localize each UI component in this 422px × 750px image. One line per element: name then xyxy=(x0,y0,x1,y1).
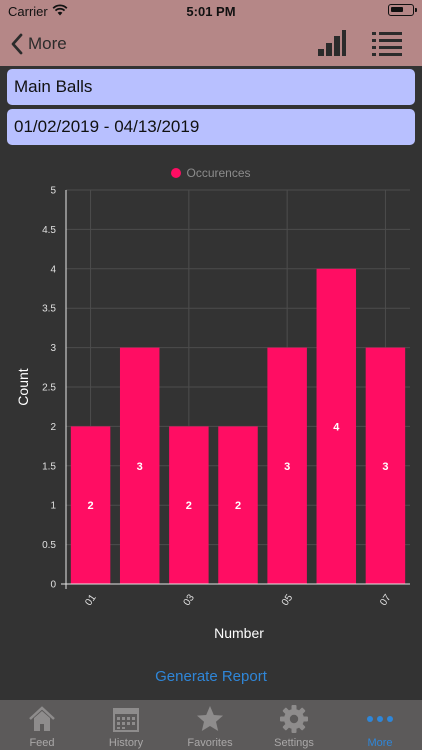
gear-icon xyxy=(280,705,308,733)
y-tick-label: 5 xyxy=(50,186,56,197)
tab-history-label: History xyxy=(108,737,144,749)
x-tick-label: 05 xyxy=(280,592,296,608)
tab-settings-label: Settings xyxy=(274,737,314,749)
bar-04 xyxy=(218,426,258,584)
home-icon xyxy=(29,706,55,731)
tab-more[interactable]: More xyxy=(338,700,422,750)
y-tick-label: 4 xyxy=(50,264,56,275)
y-tick-label: 0 xyxy=(50,580,56,591)
y-tick-label: 1.5 xyxy=(42,461,56,472)
tab-feed[interactable]: Feed xyxy=(0,700,84,750)
y-tick-label: 3 xyxy=(50,343,56,354)
bar-03 xyxy=(169,426,209,584)
list-icon[interactable] xyxy=(372,30,402,56)
wifi-icon xyxy=(52,4,68,16)
clock: 5:01 PM xyxy=(186,4,236,19)
bar-value-label: 2 xyxy=(88,500,94,512)
x-tick-label: 01 xyxy=(83,592,99,608)
navigation-bar: More xyxy=(0,22,422,66)
y-tick-label: 4.5 xyxy=(42,225,56,236)
back-button[interactable]: More xyxy=(10,30,67,58)
more-dots-icon xyxy=(367,716,393,722)
bar-value-label: 3 xyxy=(382,461,388,473)
bar-02 xyxy=(119,347,160,584)
legend-swatch xyxy=(171,168,182,178)
y-tick-label: 3.5 xyxy=(42,304,56,315)
battery-icon xyxy=(388,4,417,16)
bar-05 xyxy=(267,347,307,584)
tab-history[interactable]: History xyxy=(84,700,168,750)
bar-value-label: 2 xyxy=(235,500,241,512)
tab-bar: Feed History Favorites xyxy=(0,700,422,750)
occurrences-bar-chart: 0 0.5 1 1.5 2 2.5 3 3.5 4 4.5 5 01 03 05 07 2 3 2 2 3 4 3 Coun… xyxy=(15,186,410,641)
x-tick-label: 07 xyxy=(378,592,394,608)
tab-settings[interactable]: Settings xyxy=(252,700,336,750)
bar-value-label: 3 xyxy=(137,461,143,473)
tab-favorites[interactable]: Favorites xyxy=(168,700,252,750)
back-button-label: More xyxy=(28,34,67,53)
y-tick-label: 2 xyxy=(50,422,56,433)
status-bar: Carrier 5:01 PM xyxy=(0,0,422,22)
y-axis-title: Count xyxy=(15,368,31,405)
generate-report-button[interactable]: Generate Report xyxy=(155,668,267,685)
bar-value-label: 2 xyxy=(186,500,192,512)
bar-06 xyxy=(316,268,357,584)
tab-more-label: More xyxy=(367,737,393,749)
tab-favorites-label: Favorites xyxy=(187,737,233,749)
bar-value-label: 4 xyxy=(333,421,340,433)
star-icon xyxy=(197,706,223,731)
y-tick-label: 1 xyxy=(50,501,56,512)
bar-01 xyxy=(70,426,111,584)
bar-value-label: 3 xyxy=(284,461,290,473)
bar-chart-icon[interactable] xyxy=(316,28,346,58)
tab-feed-label: Feed xyxy=(29,737,55,749)
legend-label: Occurences xyxy=(186,166,251,180)
ball-type-selector[interactable]: Main Balls xyxy=(7,69,415,105)
x-axis-title: Number xyxy=(214,625,264,641)
carrier-label: Carrier xyxy=(8,4,48,19)
chevron-left-icon xyxy=(11,33,23,55)
chart-legend: Occurences xyxy=(0,166,422,180)
bar-07 xyxy=(365,347,406,584)
date-range-selector[interactable]: 01/02/2019 - 04/13/2019 xyxy=(7,109,415,145)
calendar-icon xyxy=(113,708,139,732)
y-tick-label: 2.5 xyxy=(42,383,56,394)
x-tick-label: 03 xyxy=(182,592,198,608)
y-tick-label: 0.5 xyxy=(42,540,56,551)
